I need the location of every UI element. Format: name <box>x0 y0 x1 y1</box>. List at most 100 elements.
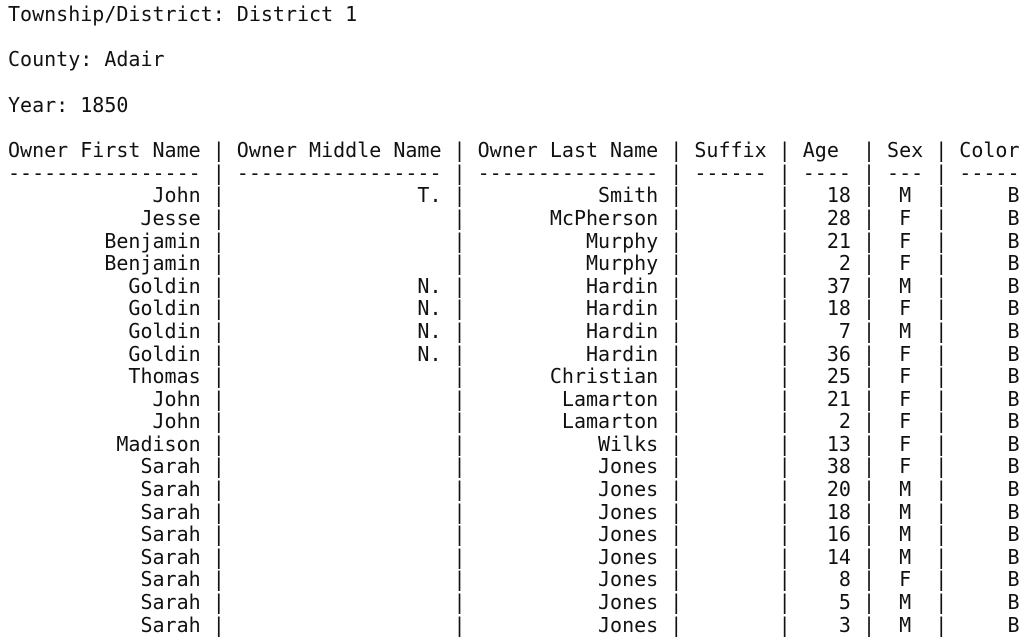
cell-color: B <box>959 612 1020 637</box>
cell-last: Lamarton <box>477 386 659 411</box>
cell-age: 5 <box>802 590 851 615</box>
cell-suffix <box>694 342 766 366</box>
cell-sex: F <box>887 296 924 321</box>
table-row: Sarah | | Jones | | 38 | F | B <box>8 454 1020 479</box>
cell-color: B <box>959 183 1020 208</box>
cell-last: Wilks <box>477 431 659 456</box>
cell-first: John <box>8 409 201 434</box>
column-header-middle: Owner Middle Name <box>236 138 442 163</box>
census-document: Township/District: District 1 County: Ada… <box>8 3 1020 636</box>
cell-age: 18 <box>802 296 851 321</box>
cell-last: Jones <box>477 590 659 615</box>
township-line: Township/District: District 1 <box>8 2 358 26</box>
cell-sex: F <box>887 228 924 253</box>
cell-age: 8 <box>802 567 851 592</box>
cell-first: John <box>8 183 201 208</box>
cell-age: 16 <box>802 522 851 547</box>
table-row: Sarah | | Jones | | 8 | F | B <box>8 567 1020 592</box>
cell-suffix <box>694 545 766 569</box>
separator-suffix: ------ <box>694 160 767 185</box>
cell-first: Goldin <box>8 318 201 343</box>
table-row: Sarah | | Jones | | 14 | M | B <box>8 544 1020 569</box>
cell-suffix <box>694 477 766 501</box>
cell-suffix <box>694 274 766 298</box>
cell-first: Sarah <box>8 612 201 637</box>
cell-color: B <box>959 522 1020 547</box>
table-row: Goldin | N. | Hardin | | 18 | F | B <box>8 296 1020 321</box>
column-header-last: Owner Last Name <box>477 138 659 163</box>
cell-first: Sarah <box>8 477 201 502</box>
column-header-sex: Sex <box>887 138 924 163</box>
cell-middle <box>237 206 442 230</box>
cell-suffix <box>694 206 766 230</box>
cell-age: 2 <box>802 251 851 276</box>
separator-age: ---- <box>802 160 851 185</box>
cell-middle <box>237 567 442 591</box>
cell-color: B <box>959 318 1020 343</box>
cell-suffix <box>694 522 766 546</box>
cell-age: 25 <box>802 364 851 389</box>
cell-middle <box>237 229 442 253</box>
cell-middle <box>237 364 442 388</box>
cell-sex: F <box>887 409 924 434</box>
cell-sex: M <box>887 273 924 298</box>
column-header-suffix: Suffix <box>694 138 767 163</box>
cell-color: B <box>959 341 1020 366</box>
cell-color: B <box>959 477 1020 502</box>
cell-last: McPherson <box>477 205 659 230</box>
cell-middle: N. <box>236 318 442 343</box>
column-header-age: Age <box>802 138 851 163</box>
column-header-first: Owner First Name <box>8 138 201 163</box>
cell-middle <box>237 432 442 456</box>
cell-color: B <box>959 364 1020 389</box>
cell-sex: F <box>887 567 924 592</box>
table-separator: ---------------- | ----------------- | -… <box>8 160 1020 185</box>
cell-color: B <box>959 386 1020 411</box>
cell-age: 21 <box>802 228 851 253</box>
records-table: Owner First Name | Owner Middle Name | O… <box>8 139 1020 636</box>
table-row: Sarah | | Jones | | 20 | M | B <box>8 477 1020 502</box>
cell-suffix <box>694 251 766 275</box>
table-row: Sarah | | Jones | | 5 | M | B <box>8 590 1020 615</box>
cell-color: B <box>959 273 1020 298</box>
cell-middle <box>237 522 442 546</box>
cell-color: B <box>959 431 1020 456</box>
cell-suffix <box>694 183 766 207</box>
cell-last: Jones <box>477 544 659 569</box>
cell-age: 18 <box>802 499 851 524</box>
cell-first: Sarah <box>8 567 201 592</box>
county-line: County: Adair <box>8 47 165 72</box>
cell-suffix <box>694 229 766 253</box>
cell-middle <box>237 251 442 275</box>
cell-age: 2 <box>802 409 851 434</box>
cell-middle <box>237 409 442 433</box>
cell-suffix <box>694 432 766 456</box>
table-row: Thomas | | Christian | | 25 | F | B <box>8 364 1020 389</box>
cell-middle <box>237 387 442 411</box>
township-label: Township/District <box>8 2 213 26</box>
cell-color: B <box>959 544 1020 569</box>
cell-age: 3 <box>802 612 851 637</box>
table-row: Sarah | | Jones | | 18 | M | B <box>8 499 1020 524</box>
cell-suffix <box>694 613 766 637</box>
cell-age: 18 <box>802 183 851 208</box>
cell-middle: N. <box>236 273 442 298</box>
cell-sex: F <box>887 431 924 456</box>
cell-first: Goldin <box>8 273 201 298</box>
cell-first: Thomas <box>8 364 201 389</box>
table-row: Sarah | | Jones | | 3 | M | B <box>8 612 1020 637</box>
cell-first: Goldin <box>8 296 201 321</box>
separator-sex: --- <box>887 160 924 185</box>
table-row: John | T. | Smith | | 18 | M | B <box>8 183 1020 208</box>
cell-first: Jesse <box>8 205 201 230</box>
cell-color: B <box>959 567 1020 592</box>
cell-sex: F <box>887 205 924 230</box>
cell-sex: M <box>887 477 924 502</box>
cell-last: Jones <box>477 477 659 502</box>
cell-color: B <box>959 251 1020 276</box>
cell-age: 14 <box>802 544 851 569</box>
cell-sex: M <box>887 590 924 615</box>
cell-sex: F <box>887 364 924 389</box>
table-row: Jesse | | McPherson | | 28 | F | B <box>8 205 1020 230</box>
cell-sex: M <box>887 612 924 637</box>
